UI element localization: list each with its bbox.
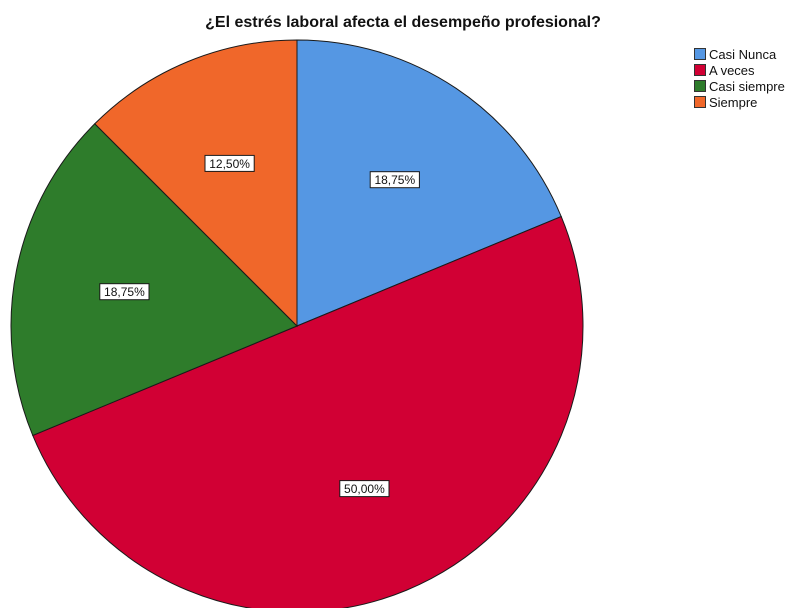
legend-label: Casi siempre	[709, 78, 785, 94]
svg-text:18,75%: 18,75%	[104, 285, 145, 299]
legend-item-casi-siempre: Casi siempre	[694, 78, 785, 94]
legend-item-a-veces: A veces	[694, 62, 785, 78]
data-label: 18,75%	[99, 283, 150, 301]
pie-slice-a-veces	[32, 215, 584, 608]
pie-slice-casi-siempre	[10, 123, 298, 437]
svg-text:12,50%: 12,50%	[209, 157, 250, 171]
legend-label: Casi Nunca	[709, 46, 777, 62]
legend: Casi Nunca A veces Casi siempre Siempre	[694, 46, 785, 110]
legend-swatch	[694, 80, 706, 92]
legend-swatch	[694, 96, 706, 108]
legend-item-casi-nunca: Casi Nunca	[694, 46, 785, 62]
legend-label: A veces	[709, 62, 755, 78]
chart-title: ¿El estrés laboral afecta el desempeño p…	[205, 14, 601, 31]
pie-slice-siempre	[94, 39, 298, 328]
legend-label: Siempre	[709, 94, 758, 110]
svg-text:50,00%: 50,00%	[344, 482, 385, 496]
data-label: 12,50%	[204, 154, 255, 172]
legend-swatch	[694, 48, 706, 60]
data-label: 50,00%	[339, 480, 390, 498]
svg-text:18,75%: 18,75%	[374, 173, 415, 187]
pie-slice-casi-nunca	[296, 39, 562, 327]
legend-item-siempre: Siempre	[694, 94, 785, 110]
data-label: 18,75%	[369, 171, 420, 189]
legend-swatch	[694, 64, 706, 76]
